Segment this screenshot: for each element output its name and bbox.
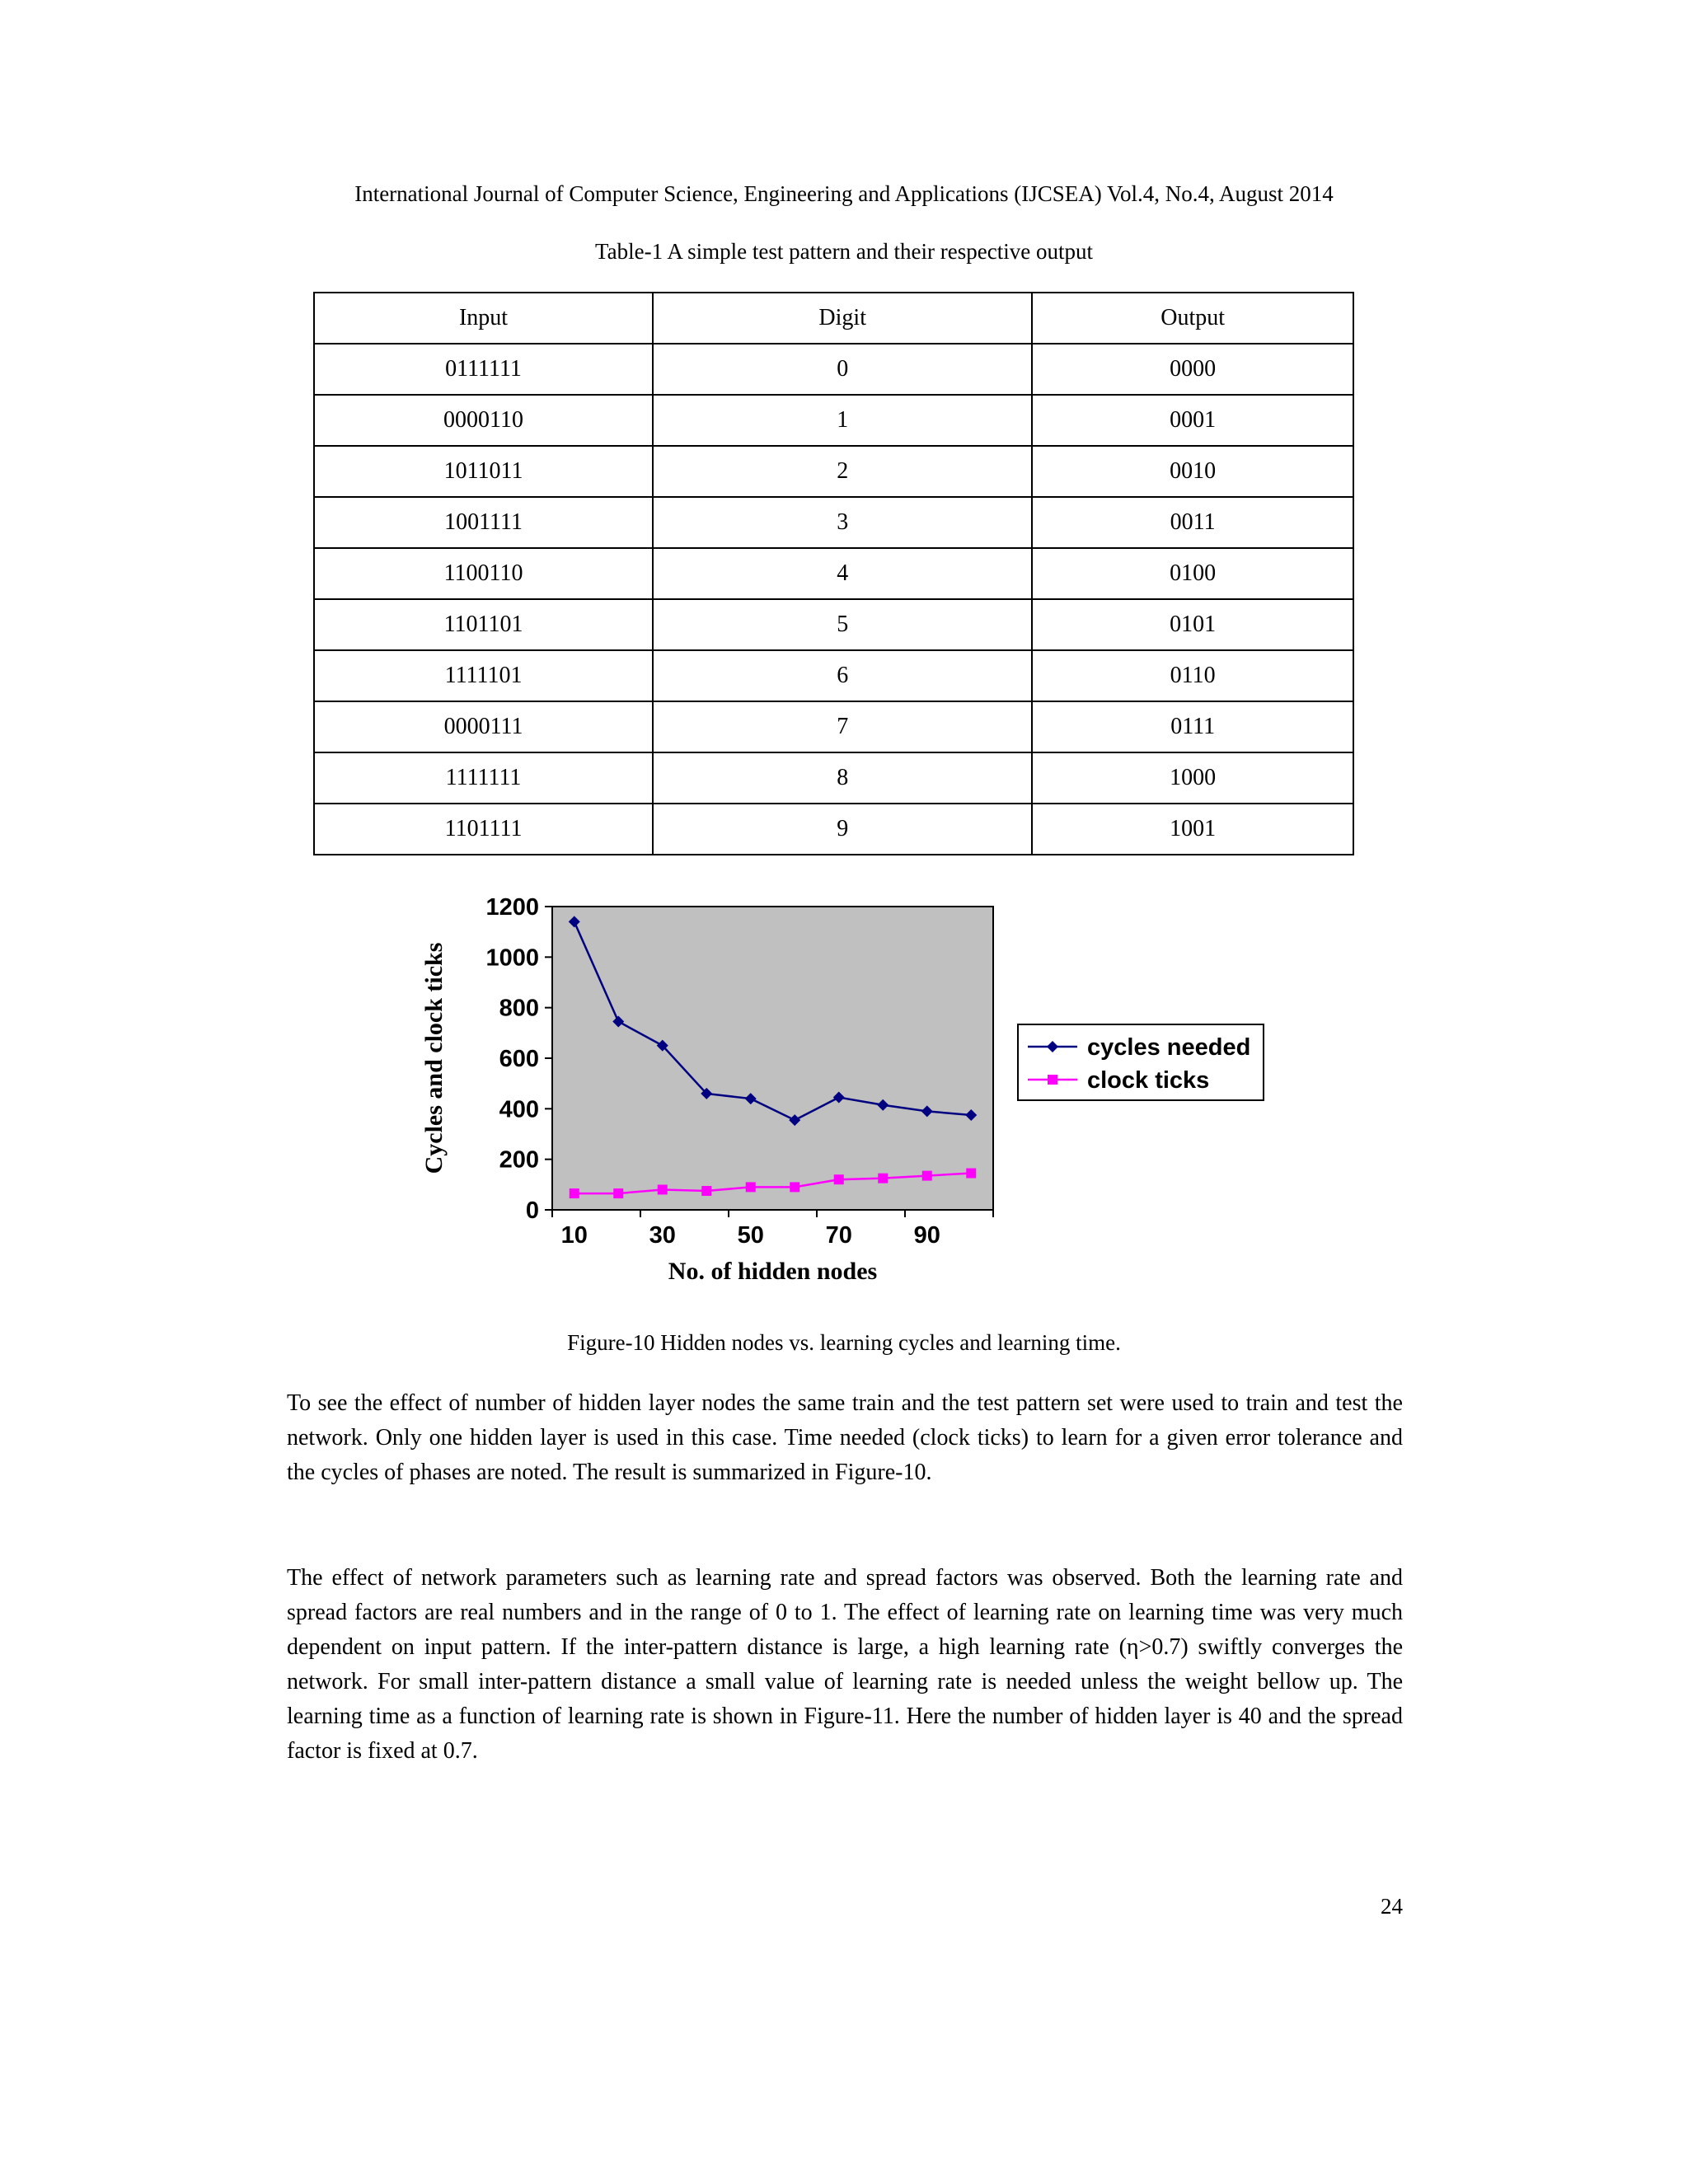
y-tick-label: 1200 — [485, 894, 539, 921]
y-tick-label: 800 — [499, 996, 539, 1022]
square-marker — [966, 1168, 977, 1179]
table-cell: 0 — [652, 343, 1034, 396]
diamond-marker — [789, 1114, 801, 1127]
square-marker — [1048, 1075, 1057, 1085]
table-cell: 1101111 — [312, 803, 654, 855]
y-tick-label: 600 — [499, 1046, 539, 1072]
table-cell: 0011 — [1031, 496, 1354, 549]
table-cell: 2 — [652, 445, 1034, 498]
figure-10-chart: 0 200 400 600 800 1000 1200 10 30 50 70 90 No. of hi… — [420, 894, 1264, 1285]
diamond-marker — [921, 1105, 933, 1118]
body-paragraph: The effect of network parameters such as… — [287, 1565, 1403, 1764]
diamond-marker — [1047, 1041, 1058, 1052]
table-cell: 1100110 — [312, 547, 654, 600]
table-row: 1011011 2 0010 — [312, 445, 1354, 498]
table-cell: 1111111 — [312, 752, 654, 804]
y-axis-title: Cycles and clock ticks — [420, 943, 448, 1174]
series-line — [573, 921, 972, 1122]
table-cell: 0101 — [1031, 598, 1354, 651]
table-header-cell: Output — [1031, 292, 1354, 344]
y-tick-label: 0 — [526, 1197, 539, 1224]
x-tick-label: 30 — [649, 1222, 676, 1249]
table-row: 0000111 7 0111 — [312, 701, 1354, 753]
diamond-marker — [877, 1099, 889, 1111]
table-cell: 0110 — [1031, 649, 1354, 702]
table-cell: 1011011 — [312, 445, 654, 498]
square-marker — [921, 1170, 932, 1181]
square-marker — [569, 1188, 579, 1199]
table-row: 1101111 9 1001 — [312, 803, 1354, 855]
y-tick-label: 200 — [499, 1147, 539, 1174]
diamond-marker — [612, 1015, 625, 1028]
diamond-marker — [965, 1109, 978, 1121]
table-row: 1111101 6 0110 — [312, 649, 1354, 702]
table-row: 1100110 4 0100 — [312, 547, 1354, 600]
table-cell: 6 — [652, 649, 1034, 702]
table-cell: 1001111 — [312, 496, 654, 549]
table-cell: 8 — [652, 752, 1034, 804]
table-cell: 0000 — [1031, 343, 1354, 396]
table-row: 1111111 8 1000 — [312, 752, 1354, 804]
x-tick-label: 90 — [914, 1222, 940, 1249]
series-line — [574, 1172, 972, 1195]
diamond-marker — [656, 1039, 668, 1052]
table-cell: 4 — [652, 547, 1034, 600]
table-cell: 0001 — [1031, 394, 1354, 447]
x-tick-label: 10 — [561, 1222, 588, 1249]
square-marker — [657, 1184, 668, 1195]
x-tick-label: 70 — [826, 1222, 852, 1249]
table-row: 0000110 1 0001 — [312, 394, 1354, 447]
table-header-cell: Digit — [652, 292, 1034, 344]
square-marker — [833, 1174, 844, 1185]
table-body: 0111111 0 0000 0000110 1 0001 1011011 2 0010 1001… — [312, 343, 1354, 855]
table-cell: 0111 — [1031, 701, 1354, 753]
plot-area — [551, 906, 994, 1211]
square-marker — [613, 1188, 624, 1199]
diamond-marker — [568, 916, 580, 928]
table-cell: 1 — [652, 394, 1034, 447]
x-tick-label: 50 — [738, 1222, 764, 1249]
square-marker — [878, 1173, 889, 1183]
table-cell: 0010 — [1031, 445, 1354, 498]
table-cell: 7 — [652, 701, 1034, 753]
table-cell: 1111101 — [312, 649, 654, 702]
legend-label: cycles needed — [1087, 1034, 1250, 1061]
table-cell: 0100 — [1031, 547, 1354, 600]
table-row: 0111111 0 0000 — [312, 343, 1354, 396]
journal-header: International Journal of Computer Scienc… — [354, 181, 1334, 206]
test-pattern-table: Input Digit Output 0111111 0 0000 0000110 1 000… — [312, 292, 1354, 855]
diamond-marker — [701, 1087, 713, 1099]
diamond-marker — [832, 1091, 845, 1104]
page-number: 24 — [1381, 1894, 1403, 1919]
table-cell: 9 — [652, 803, 1034, 855]
table-cell: 1001 — [1031, 803, 1354, 855]
diamond-marker — [744, 1093, 757, 1105]
table-header-cell: Input — [312, 292, 654, 344]
table-cell: 1000 — [1031, 752, 1354, 804]
table-caption: Table-1 A simple test pattern and their … — [595, 239, 1093, 264]
y-tick-label: 400 — [499, 1096, 539, 1122]
square-marker — [701, 1186, 712, 1196]
table-cell: 3 — [652, 496, 1034, 549]
table-header-row: Input Digit Output — [312, 292, 1354, 344]
table-cell: 0111111 — [312, 343, 654, 396]
legend-label: clock ticks — [1087, 1067, 1209, 1094]
square-marker — [790, 1182, 800, 1193]
y-tick-label: 1000 — [485, 944, 539, 971]
table-row: 1101101 5 0101 — [312, 598, 1354, 651]
x-axis-title: No. of hidden nodes — [668, 1258, 877, 1285]
square-marker — [745, 1182, 756, 1193]
legend-box — [1017, 1024, 1264, 1101]
body-paragraph: To see the effect of number of hidden la… — [287, 1390, 1403, 1485]
figure-caption: Figure-10 Hidden nodes vs. learning cycl… — [567, 1330, 1121, 1355]
table-row: 1001111 3 0011 — [312, 496, 1354, 549]
table-cell: 1101101 — [312, 598, 654, 651]
table-cell: 0000111 — [312, 701, 654, 753]
figure-10-chart-area: 0 200 400 600 800 1000 1200 10 30 50 70 90 No. of hi… — [412, 886, 1286, 1306]
table-cell: 0000110 — [312, 394, 654, 447]
table-cell: 5 — [652, 598, 1034, 651]
